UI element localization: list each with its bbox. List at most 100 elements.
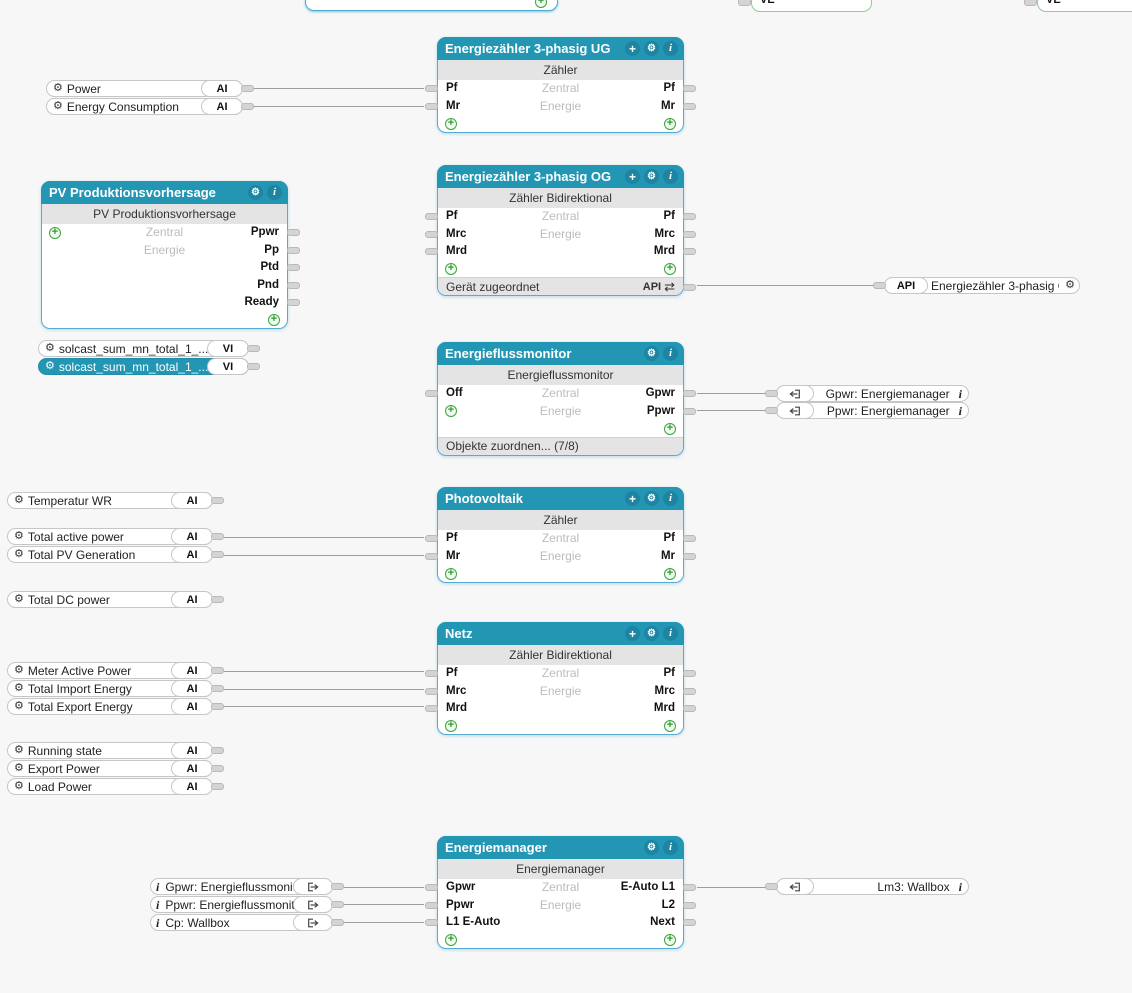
connector-stub[interactable] <box>425 919 438 926</box>
gear-icon[interactable]: ⚙ <box>644 346 659 361</box>
info-icon[interactable]: i <box>663 41 678 56</box>
connector-stub[interactable] <box>425 390 438 397</box>
port-next[interactable]: Next <box>650 916 675 928</box>
cut-green-pill[interactable]: VE <box>751 0 872 12</box>
info-icon[interactable]: i <box>663 840 678 855</box>
connector-stub[interactable] <box>738 0 751 6</box>
connector-stub[interactable] <box>425 901 438 909</box>
box-arrow-right-icon[interactable] <box>293 896 333 913</box>
connector-stub[interactable] <box>1024 0 1037 6</box>
gear-icon[interactable]: ⚙ <box>644 491 659 506</box>
node-header[interactable]: Netz + ⚙ i <box>437 622 684 645</box>
connector-stub[interactable] <box>287 229 300 236</box>
add-port-button[interactable]: + <box>49 226 61 239</box>
gear-icon[interactable]: ⚙ <box>53 100 63 112</box>
gear-icon[interactable]: ⚙ <box>14 530 24 542</box>
io-pill-solcast-sum-mn-total-1[interactable]: ⚙ solcast_sum_mn_total_1_... VI <box>38 358 249 375</box>
node-header[interactable]: PV Produktionsvorhersage ⚙ i <box>41 181 288 204</box>
link-pill-ppwr-energieflussmonitor[interactable]: i Ppwr: Energieflussmonitor <box>150 896 333 913</box>
connector-stub[interactable] <box>211 783 224 790</box>
connector-stub[interactable] <box>211 685 224 692</box>
gear-icon[interactable]: ⚙ <box>14 664 24 676</box>
connector-stub[interactable] <box>425 705 438 712</box>
info-icon[interactable]: i <box>958 386 962 401</box>
gear-icon[interactable]: ⚙ <box>45 360 55 372</box>
port-pf[interactable]: Pf <box>446 667 458 679</box>
gear-icon[interactable]: ⚙ <box>1065 279 1075 291</box>
io-pill-load-power[interactable]: ⚙ Load Power AI <box>7 778 213 795</box>
connector-stub[interactable] <box>765 390 778 397</box>
box-arrow-left-icon[interactable] <box>776 878 814 895</box>
link-pill-gpwr-energiemanager[interactable]: Gpwr: Energiemanager i <box>776 385 969 402</box>
box-arrow-left-icon[interactable] <box>776 385 814 402</box>
gear-icon[interactable]: ⚙ <box>644 626 659 641</box>
node-header[interactable]: Energiezähler 3-phasig OG + ⚙ i <box>437 165 684 188</box>
io-pill-running-state[interactable]: ⚙ Running state AI <box>7 742 213 759</box>
port-ppwr[interactable]: Ppwr <box>446 898 475 911</box>
port-pf[interactable]: Pf <box>663 210 676 222</box>
add-port-button[interactable]: + <box>445 117 457 130</box>
box-arrow-right-icon[interactable] <box>293 878 333 895</box>
gear-icon[interactable]: ⚙ <box>14 494 24 506</box>
port-gpwr[interactable]: Gpwr <box>446 881 476 893</box>
connector-stub[interactable] <box>425 670 438 677</box>
connector-stub[interactable] <box>331 919 344 926</box>
connector-stub[interactable] <box>683 230 696 238</box>
connector-stub[interactable] <box>683 687 696 695</box>
node-header[interactable]: Photovoltaik + ⚙ i <box>437 487 684 510</box>
link-pill-ppwr-energiemanager[interactable]: Ppwr: Energiemanager i <box>776 402 969 419</box>
connector-stub[interactable] <box>211 596 224 603</box>
api-badge[interactable]: API <box>884 277 928 294</box>
connector-stub[interactable] <box>241 85 254 92</box>
connector-stub[interactable] <box>425 535 438 542</box>
connector-stub[interactable] <box>425 85 438 92</box>
port-pf[interactable]: Pf <box>446 532 458 544</box>
plus-icon[interactable]: + <box>625 626 640 641</box>
node-header[interactable]: Energiemanager ⚙ i <box>437 836 684 859</box>
io-pill-total-pv-generation[interactable]: ⚙ Total PV Generation AI <box>7 546 213 563</box>
port-ready[interactable]: Ready <box>244 296 279 308</box>
connector-stub[interactable] <box>425 102 438 110</box>
gear-icon[interactable]: ⚙ <box>644 840 659 855</box>
port-ptd[interactable]: Ptd <box>260 261 279 273</box>
connector-stub[interactable] <box>683 407 696 415</box>
io-pill-temperatur-wr[interactable]: ⚙ Temperatur WR AI <box>7 492 213 509</box>
port-mr[interactable]: Mr <box>660 99 675 112</box>
port-mrc[interactable]: Mrc <box>654 684 675 697</box>
gear-icon[interactable]: ⚙ <box>53 82 63 94</box>
connector-stub[interactable] <box>683 535 696 542</box>
port-mr[interactable]: Mr <box>446 549 461 562</box>
connector-stub[interactable] <box>211 551 224 558</box>
add-port-button[interactable]: + <box>445 263 457 275</box>
connector-stub[interactable] <box>211 497 224 504</box>
port-mrd[interactable]: Mrd <box>446 245 468 257</box>
port-mrd[interactable]: Mrd <box>653 702 675 714</box>
gear-icon[interactable]: ⚙ <box>14 762 24 774</box>
connector-stub[interactable] <box>683 919 696 926</box>
box-arrow-right-icon[interactable] <box>293 914 333 931</box>
connector-stub[interactable] <box>683 102 696 110</box>
connector-stub[interactable] <box>287 246 300 254</box>
info-icon[interactable]: i <box>663 491 678 506</box>
add-port-button[interactable]: + <box>268 314 280 326</box>
port-pf[interactable]: Pf <box>663 667 676 679</box>
connector-stub[interactable] <box>211 747 224 754</box>
connector-stub[interactable] <box>247 363 260 370</box>
info-icon[interactable]: i <box>156 915 160 930</box>
connector-stub[interactable] <box>683 670 696 677</box>
gear-icon[interactable]: ⚙ <box>14 682 24 694</box>
info-icon[interactable]: i <box>958 403 962 418</box>
port-pf[interactable]: Pf <box>663 82 676 94</box>
plus-icon[interactable]: + <box>625 41 640 56</box>
info-icon[interactable]: i <box>267 185 282 200</box>
port-mrd[interactable]: Mrd <box>653 245 675 257</box>
add-port-button[interactable]: + <box>445 934 457 946</box>
port-mrc[interactable]: Mrc <box>654 227 675 240</box>
connector-stub[interactable] <box>425 552 438 560</box>
add-port-button[interactable]: + <box>664 934 676 946</box>
port-mrc[interactable]: Mrc <box>446 684 467 697</box>
connector-stub[interactable] <box>683 552 696 560</box>
plus-icon[interactable]: + <box>625 169 640 184</box>
info-icon[interactable]: i <box>663 346 678 361</box>
io-pill-total-import-energy[interactable]: ⚙ Total Import Energy AI <box>7 680 213 697</box>
